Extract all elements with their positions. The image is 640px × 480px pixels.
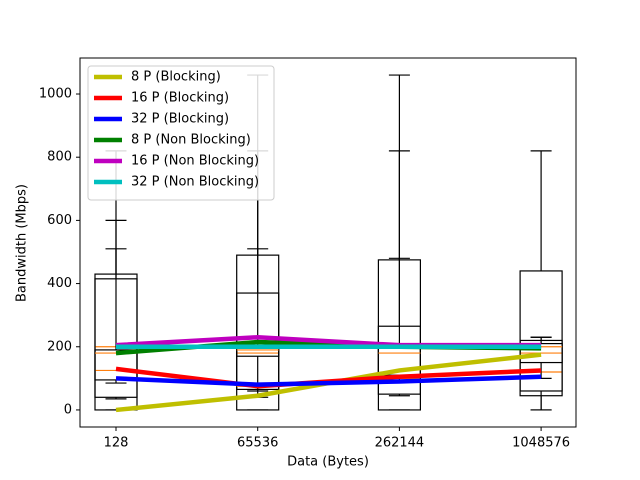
legend-label: 8 P (Blocking) <box>131 70 221 85</box>
y-axis-label: Bandwidth (Mbps) <box>15 184 30 302</box>
y-tick-label: 600 <box>47 213 72 228</box>
line-series <box>115 374 542 387</box>
x-tick-label: 262144 <box>375 436 425 451</box>
x-tick-label: 128 <box>104 436 129 451</box>
plot-frame <box>79 57 577 428</box>
y-tick-label: 1000 <box>39 87 72 102</box>
legend: 8 P (Blocking) 16 P (Blocking) 32 P (Block… <box>87 65 275 201</box>
legend-label: 8 P (Non Blocking) <box>131 133 251 148</box>
x-axis-label: Data (Bytes) <box>287 455 369 470</box>
legend-label: 32 P (Non Blocking) <box>131 175 259 190</box>
legend-label: 16 P (Blocking) <box>131 91 229 106</box>
y-tick-label: 0 <box>64 402 72 417</box>
legend-label: 32 P (Blocking) <box>131 112 229 127</box>
y-tick-label: 200 <box>47 339 72 354</box>
legend-frame <box>87 65 275 201</box>
x-tick-label: 1048576 <box>512 436 570 451</box>
y-tick-label: 400 <box>47 276 72 291</box>
x-tick-label: 65536 <box>237 436 278 451</box>
box <box>94 349 138 381</box>
legend-label: 16 P (Non Blocking) <box>131 154 259 169</box>
y-tick-label: 800 <box>47 150 72 165</box>
